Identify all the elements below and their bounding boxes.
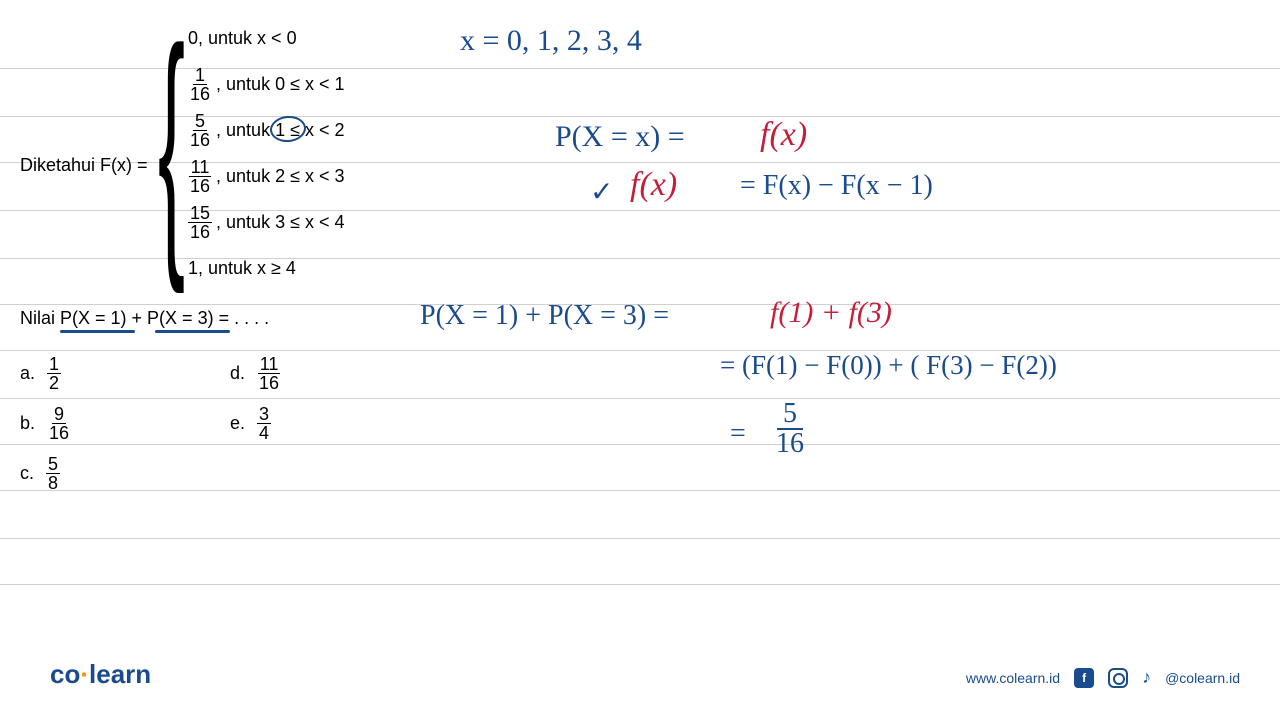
- piecewise-cases: 0, untuk x < 0116, untuk 0 ≤ x < 1516, u…: [188, 15, 344, 291]
- option-c: c. 58: [20, 455, 230, 492]
- footer-right: www.colearn.id f ♪ @colearn.id: [966, 667, 1240, 688]
- brace-left: {: [158, 10, 185, 280]
- hand-line5-frac: 516: [770, 400, 810, 458]
- option-e: e. 34: [230, 405, 440, 442]
- footer-url[interactable]: www.colearn.id: [966, 670, 1060, 686]
- hand-line3-r: f(1) + f(3): [770, 296, 892, 330]
- hand-eq1-rhs: f(x): [760, 116, 807, 154]
- question-text: Nilai P(X = 1) + P(X = 3) = . . . .: [20, 308, 269, 329]
- facebook-icon[interactable]: f: [1074, 668, 1094, 688]
- answer-options: a. 12 d. 1116 b. 916 e. 34 c. 58: [20, 348, 440, 498]
- hand-eq1-lhs: P(X = x) =: [555, 120, 685, 154]
- option-d: d. 1116: [230, 355, 440, 392]
- check-icon: ✓: [590, 175, 613, 208]
- hand-eq2-lhs: f(x): [630, 166, 677, 204]
- hand-eq2-rhs: = F(x) − F(x − 1): [740, 170, 933, 202]
- instagram-icon[interactable]: [1108, 668, 1128, 688]
- footer-handle[interactable]: @colearn.id: [1165, 670, 1240, 686]
- hand-line5-eq: =: [730, 418, 746, 450]
- option-b: b. 916: [20, 405, 230, 442]
- option-a: a. 12: [20, 355, 230, 392]
- diketahui-label: Diketahui F(x) =: [20, 155, 148, 176]
- hand-domain: x = 0, 1, 2, 3, 4: [460, 24, 642, 58]
- hand-line3-l: P(X = 1) + P(X = 3) =: [420, 300, 669, 332]
- hand-line4: = (F(1) − F(0)) + ( F(3) − F(2)): [720, 350, 1057, 381]
- colearn-logo: co·learn: [50, 659, 151, 690]
- tiktok-icon[interactable]: ♪: [1142, 667, 1151, 688]
